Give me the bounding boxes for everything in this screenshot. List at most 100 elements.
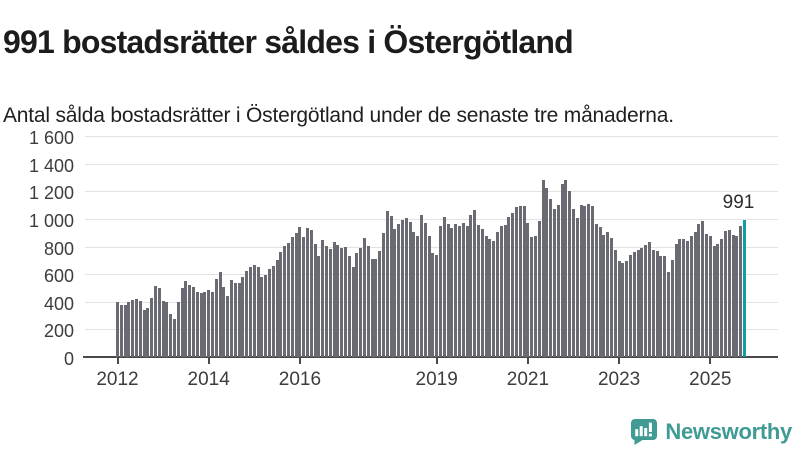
x-axis-tick <box>207 358 210 364</box>
bar <box>606 232 610 357</box>
gridline <box>85 218 778 220</box>
gridline <box>85 136 778 137</box>
bar <box>423 223 427 357</box>
bar <box>591 206 594 357</box>
bar <box>271 266 275 357</box>
bar <box>632 252 636 357</box>
bar <box>241 277 245 357</box>
bar <box>298 227 302 357</box>
bar <box>268 269 271 357</box>
bar <box>568 191 572 357</box>
bar <box>602 235 606 357</box>
bar <box>583 206 587 357</box>
bar <box>275 260 279 357</box>
bar <box>648 242 651 357</box>
bar <box>530 237 534 357</box>
highlight-value-label: 991 <box>722 192 755 214</box>
bar <box>135 299 138 357</box>
bar <box>488 239 492 357</box>
bar <box>496 232 499 357</box>
bar <box>674 244 678 357</box>
x-axis-tick-label: 2014 <box>187 369 230 390</box>
bar <box>347 256 351 357</box>
bar <box>230 280 233 357</box>
gridline <box>85 191 778 193</box>
bar <box>287 243 290 357</box>
bar <box>176 302 180 357</box>
bar <box>594 224 598 357</box>
bar <box>336 245 340 357</box>
bar <box>693 232 697 357</box>
bar <box>237 283 241 357</box>
bar <box>378 251 382 357</box>
bar <box>503 225 507 357</box>
bar <box>465 226 469 357</box>
bar <box>697 224 701 357</box>
bar <box>629 255 632 357</box>
bar <box>439 226 442 357</box>
bar <box>283 246 287 357</box>
bar <box>211 292 214 357</box>
bar <box>435 255 439 357</box>
bar <box>404 218 408 357</box>
bar <box>575 218 579 357</box>
bar <box>408 222 412 357</box>
y-axis-tick-label: 0 <box>63 349 74 369</box>
bar <box>735 236 739 357</box>
x-axis-tick <box>709 358 712 364</box>
bar <box>640 248 644 357</box>
bar <box>670 260 674 357</box>
bar <box>545 188 549 357</box>
y-axis-tick-label: 600 <box>43 266 74 287</box>
bar <box>366 246 370 357</box>
bar <box>214 279 218 357</box>
bar <box>203 292 207 357</box>
bar <box>165 302 169 357</box>
bar <box>712 246 716 357</box>
bar <box>667 272 670 357</box>
bar <box>119 305 123 357</box>
bar <box>587 204 591 357</box>
bar <box>534 236 537 357</box>
bar <box>393 229 397 357</box>
bar <box>321 240 325 357</box>
bar <box>245 271 249 357</box>
bar <box>556 205 560 357</box>
bar <box>344 247 347 357</box>
chart-subtitle: Antal sålda bostadsrätter i Östergötland… <box>3 104 674 127</box>
bar <box>579 205 583 357</box>
bar <box>431 253 435 357</box>
y-axis-tick-label: 200 <box>43 321 74 342</box>
bar <box>249 267 252 357</box>
x-axis-tick-label: 2025 <box>689 369 732 390</box>
bar <box>142 310 146 357</box>
bar <box>306 228 309 357</box>
bar <box>610 238 613 357</box>
bar <box>477 225 480 357</box>
bar <box>689 236 693 357</box>
bar <box>526 223 530 357</box>
y-axis-tick-label: 1 200 <box>28 183 74 204</box>
bar <box>420 215 423 357</box>
x-axis-tick-label: 2016 <box>278 369 322 390</box>
bar <box>222 287 226 357</box>
bar <box>195 292 199 357</box>
bar <box>678 239 682 357</box>
bar <box>416 236 420 357</box>
bar <box>651 250 655 357</box>
gridline <box>85 246 778 248</box>
bar <box>382 233 385 357</box>
y-axis-tick-label: 1 000 <box>28 210 74 231</box>
bar <box>370 259 374 357</box>
bar <box>363 238 366 357</box>
bar <box>169 314 173 357</box>
bar <box>397 224 401 357</box>
bar <box>340 248 344 357</box>
bar <box>146 308 150 357</box>
bar <box>226 296 230 357</box>
bar <box>724 231 727 357</box>
y-axis-tick-label: 1 600 <box>28 128 74 148</box>
bar <box>173 319 176 357</box>
bar <box>161 301 165 357</box>
bar <box>359 248 363 357</box>
